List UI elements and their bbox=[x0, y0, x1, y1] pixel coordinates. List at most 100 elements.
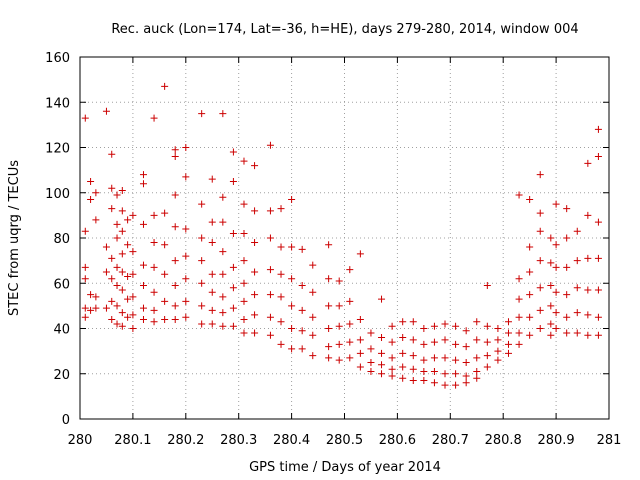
data-point bbox=[420, 377, 428, 385]
data-point bbox=[219, 322, 227, 330]
data-point bbox=[346, 354, 354, 362]
x-tick-labels: 280 280.1 280.2 280.3 280.4 280.5 280.6 280.7 28… bbox=[68, 433, 622, 448]
data-point bbox=[150, 239, 158, 247]
data-point bbox=[335, 356, 343, 364]
data-point bbox=[124, 272, 132, 280]
data-point bbox=[430, 379, 438, 387]
data-point bbox=[309, 331, 317, 339]
data-point bbox=[526, 268, 534, 276]
data-point bbox=[129, 311, 137, 319]
data-point bbox=[441, 381, 449, 389]
data-point bbox=[208, 320, 216, 328]
data-point bbox=[113, 282, 121, 290]
plot-frame bbox=[79, 56, 610, 420]
data-point bbox=[515, 329, 523, 337]
data-point bbox=[219, 218, 227, 226]
data-point bbox=[335, 277, 343, 285]
data-point bbox=[150, 306, 158, 314]
data-point bbox=[124, 216, 132, 224]
data-point bbox=[102, 268, 110, 276]
data-point bbox=[81, 313, 89, 321]
data-point bbox=[547, 282, 555, 290]
data-point bbox=[515, 295, 523, 303]
data-point bbox=[198, 200, 206, 208]
data-point bbox=[129, 325, 137, 332]
x-tick-label: 280.2 bbox=[167, 433, 204, 448]
data-point bbox=[547, 234, 555, 242]
y-tick-label: 40 bbox=[53, 323, 70, 338]
data-point bbox=[118, 309, 126, 317]
data-point bbox=[277, 340, 285, 348]
data-point bbox=[346, 266, 354, 274]
data-point bbox=[171, 191, 179, 199]
data-point bbox=[325, 241, 333, 249]
data-point bbox=[139, 220, 147, 228]
data-point bbox=[129, 248, 137, 256]
data-point bbox=[240, 229, 248, 237]
x-tick-label: 280.5 bbox=[326, 433, 363, 448]
data-point bbox=[552, 241, 560, 249]
data-point bbox=[229, 284, 237, 292]
data-point bbox=[356, 315, 364, 323]
data-point bbox=[240, 315, 248, 323]
data-point bbox=[113, 263, 121, 271]
y-tick-label: 0 bbox=[62, 413, 70, 428]
data-point bbox=[240, 279, 248, 287]
data-point bbox=[266, 141, 274, 149]
data-point bbox=[198, 110, 206, 118]
data-point bbox=[288, 243, 296, 251]
data-point bbox=[219, 110, 227, 118]
data-point bbox=[378, 334, 386, 342]
data-point bbox=[266, 266, 274, 274]
data-point bbox=[594, 125, 602, 133]
data-point bbox=[409, 352, 417, 360]
data-point bbox=[367, 329, 375, 337]
data-point bbox=[208, 239, 216, 247]
data-point bbox=[81, 263, 89, 271]
data-point bbox=[277, 270, 285, 278]
data-point bbox=[346, 320, 354, 328]
data-point bbox=[219, 309, 227, 317]
data-point bbox=[547, 331, 555, 339]
data-point bbox=[420, 367, 428, 375]
data-point bbox=[335, 322, 343, 330]
data-point bbox=[473, 374, 481, 382]
data-point bbox=[462, 358, 470, 366]
data-point bbox=[124, 295, 132, 303]
data-point bbox=[219, 270, 227, 278]
data-point bbox=[208, 175, 216, 183]
data-point bbox=[251, 162, 259, 170]
data-point bbox=[526, 313, 534, 321]
data-point bbox=[198, 234, 206, 242]
data-point bbox=[182, 297, 190, 305]
data-point bbox=[229, 177, 237, 185]
data-point bbox=[552, 263, 560, 271]
data-point bbox=[462, 379, 470, 387]
data-point bbox=[536, 284, 544, 292]
data-point bbox=[251, 207, 259, 215]
data-point bbox=[536, 306, 544, 314]
data-point bbox=[240, 200, 248, 208]
x-tick-label: 280 bbox=[68, 433, 93, 448]
data-point bbox=[161, 270, 169, 278]
data-point bbox=[552, 325, 560, 332]
data-point bbox=[92, 304, 100, 312]
data-point bbox=[378, 349, 386, 357]
data-point bbox=[266, 207, 274, 215]
data-point bbox=[171, 223, 179, 231]
data-point bbox=[441, 354, 449, 362]
data-point bbox=[594, 313, 602, 321]
data-point bbox=[388, 322, 396, 330]
data-point bbox=[452, 381, 460, 389]
data-point bbox=[441, 320, 449, 328]
data-point bbox=[563, 313, 571, 321]
data-point bbox=[229, 148, 237, 156]
data-point bbox=[171, 146, 179, 154]
data-point bbox=[277, 318, 285, 326]
x-tick-label: 280.7 bbox=[432, 433, 469, 448]
data-point bbox=[277, 243, 285, 251]
data-point bbox=[584, 254, 592, 262]
data-point bbox=[298, 327, 306, 335]
data-point bbox=[573, 329, 581, 337]
data-point bbox=[298, 306, 306, 314]
